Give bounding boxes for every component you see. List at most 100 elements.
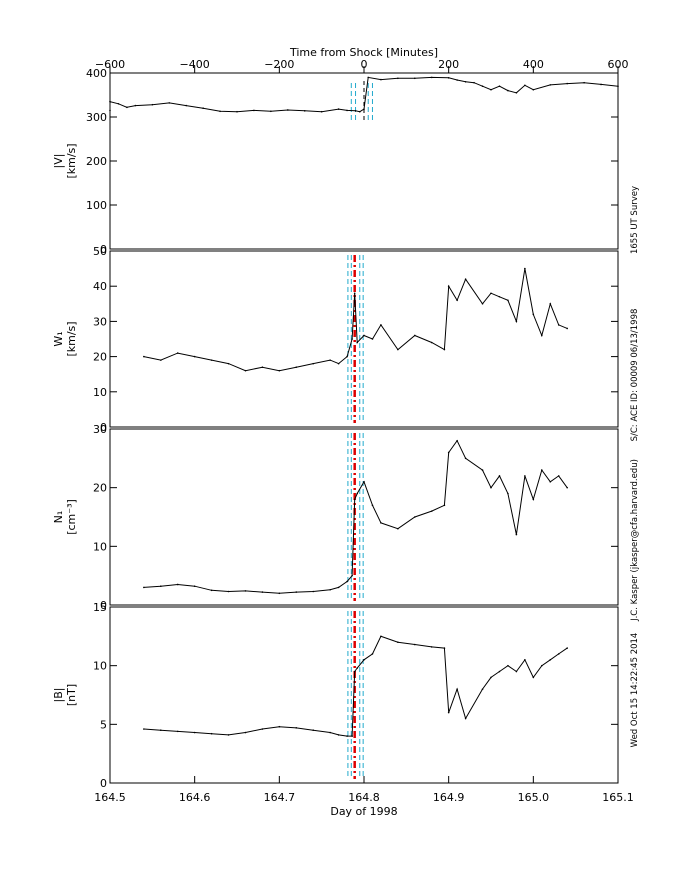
panel-thermal_speed: 0 10 20 30 40 50 W₁ [km/s] bbox=[52, 245, 619, 434]
data-point bbox=[312, 729, 315, 731]
y-tick-label: 0 bbox=[100, 243, 107, 256]
side-annotation: S/C: ACE ID: 00009 06/13/1998 bbox=[630, 309, 640, 442]
side-annotation: J.C. Kasper (jkasper@cfa.harvard.edu) bbox=[630, 459, 640, 622]
data-point bbox=[617, 85, 619, 87]
data-point bbox=[380, 78, 382, 81]
data-point bbox=[261, 591, 264, 593]
data-point bbox=[498, 295, 501, 298]
data-point bbox=[367, 76, 370, 79]
data-point bbox=[524, 659, 526, 661]
data-point bbox=[312, 590, 315, 593]
data-point bbox=[351, 338, 353, 340]
data-point bbox=[371, 338, 374, 340]
y-axis-unit: [cm⁻³] bbox=[65, 499, 78, 535]
panel-frame bbox=[109, 606, 619, 784]
data-point bbox=[515, 320, 518, 323]
data-point bbox=[532, 498, 535, 501]
data-point bbox=[353, 670, 356, 673]
data-point bbox=[363, 334, 365, 337]
top-time-axis: Time from Shock [Minutes] −600 −400 −200 0 2… bbox=[95, 46, 629, 73]
y-tick-label: 200 bbox=[86, 155, 107, 168]
data-point bbox=[363, 108, 365, 110]
data-point bbox=[353, 498, 356, 501]
data-point bbox=[143, 586, 145, 589]
data-point bbox=[270, 110, 272, 113]
data-point bbox=[557, 653, 560, 655]
data-point bbox=[566, 647, 568, 649]
bottom-axis-tick-label: 165.0 bbox=[518, 791, 550, 804]
y-axis-unit: [km/s] bbox=[65, 143, 78, 178]
top-axis-tick-label: 0 bbox=[361, 58, 368, 71]
bottom-axis-tick-label: 165.1 bbox=[602, 791, 634, 804]
data-point bbox=[346, 109, 348, 112]
data-point bbox=[143, 728, 145, 730]
data-point bbox=[363, 659, 365, 661]
data-point bbox=[557, 475, 560, 477]
data-point bbox=[490, 676, 492, 679]
data-point bbox=[498, 85, 501, 87]
data-point bbox=[456, 79, 458, 81]
data-point bbox=[380, 324, 382, 326]
y-axis-label: W₁ bbox=[52, 331, 65, 346]
data-point bbox=[210, 732, 213, 735]
data-point bbox=[464, 717, 467, 720]
data-point bbox=[498, 670, 501, 673]
data-point bbox=[337, 108, 340, 110]
y-tick-label: 40 bbox=[93, 280, 107, 293]
data-point bbox=[414, 643, 416, 646]
y-tick-label: 20 bbox=[93, 482, 107, 495]
data-point bbox=[397, 641, 399, 643]
data-point bbox=[193, 731, 196, 734]
data-point bbox=[356, 667, 359, 669]
data-point bbox=[210, 589, 213, 592]
data-point bbox=[515, 533, 518, 536]
top-axis-tick-label: −200 bbox=[264, 58, 294, 71]
data-point bbox=[160, 729, 162, 731]
data-point bbox=[524, 475, 526, 477]
data-point bbox=[541, 334, 543, 337]
data-point bbox=[371, 653, 374, 655]
data-point bbox=[253, 109, 255, 112]
data-point bbox=[541, 664, 543, 667]
side-annotations: 1655 UT Survey S/C: ACE ID: 00009 06/13/1… bbox=[630, 186, 640, 747]
y-axis-unit: [nT] bbox=[65, 684, 78, 706]
data-point bbox=[380, 522, 382, 524]
data-point bbox=[447, 451, 450, 454]
y-axis-unit: [km/s] bbox=[65, 321, 78, 356]
data-point bbox=[278, 369, 281, 372]
bottom-axis-title: Day of 1998 bbox=[330, 805, 397, 818]
data-point bbox=[354, 110, 357, 112]
data-point bbox=[143, 355, 145, 358]
data-point bbox=[356, 492, 359, 495]
data-point bbox=[295, 591, 298, 593]
data-series-line bbox=[143, 635, 568, 737]
data-point bbox=[515, 92, 518, 94]
data-point bbox=[524, 84, 526, 87]
data-point bbox=[337, 362, 340, 365]
data-point bbox=[430, 76, 433, 79]
data-point bbox=[566, 82, 568, 85]
y-tick-label: 300 bbox=[86, 111, 107, 124]
data-point bbox=[443, 348, 446, 351]
data-point bbox=[600, 83, 602, 86]
data-point bbox=[447, 711, 450, 714]
bottom-axis-tick-label: 164.8 bbox=[348, 791, 380, 804]
data-point bbox=[443, 647, 446, 649]
data-point bbox=[456, 439, 458, 442]
data-point bbox=[490, 292, 492, 295]
y-tick-label: 10 bbox=[93, 660, 107, 673]
data-point bbox=[236, 110, 238, 113]
data-point bbox=[312, 362, 315, 365]
data-point bbox=[583, 81, 585, 84]
data-point bbox=[464, 278, 467, 280]
data-point bbox=[549, 303, 552, 305]
y-axis-label: |V| bbox=[52, 154, 65, 169]
data-point bbox=[447, 77, 450, 79]
data-point bbox=[447, 285, 450, 288]
data-point bbox=[430, 341, 433, 344]
data-point bbox=[549, 481, 552, 483]
data-series-line bbox=[143, 439, 568, 594]
y-tick-label: 5 bbox=[100, 718, 107, 731]
bottom-axis-tick-label: 164.9 bbox=[433, 791, 465, 804]
data-point bbox=[358, 110, 361, 113]
